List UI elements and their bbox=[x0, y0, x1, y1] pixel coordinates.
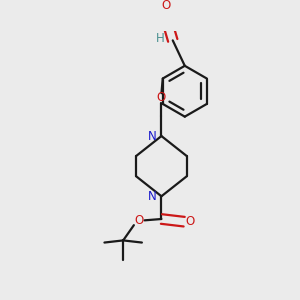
Text: N: N bbox=[148, 130, 157, 142]
Text: O: O bbox=[134, 214, 143, 227]
Text: O: O bbox=[185, 215, 195, 228]
Text: O: O bbox=[161, 0, 171, 12]
Text: N: N bbox=[148, 190, 157, 203]
Text: O: O bbox=[157, 91, 166, 104]
Text: H: H bbox=[155, 32, 164, 45]
